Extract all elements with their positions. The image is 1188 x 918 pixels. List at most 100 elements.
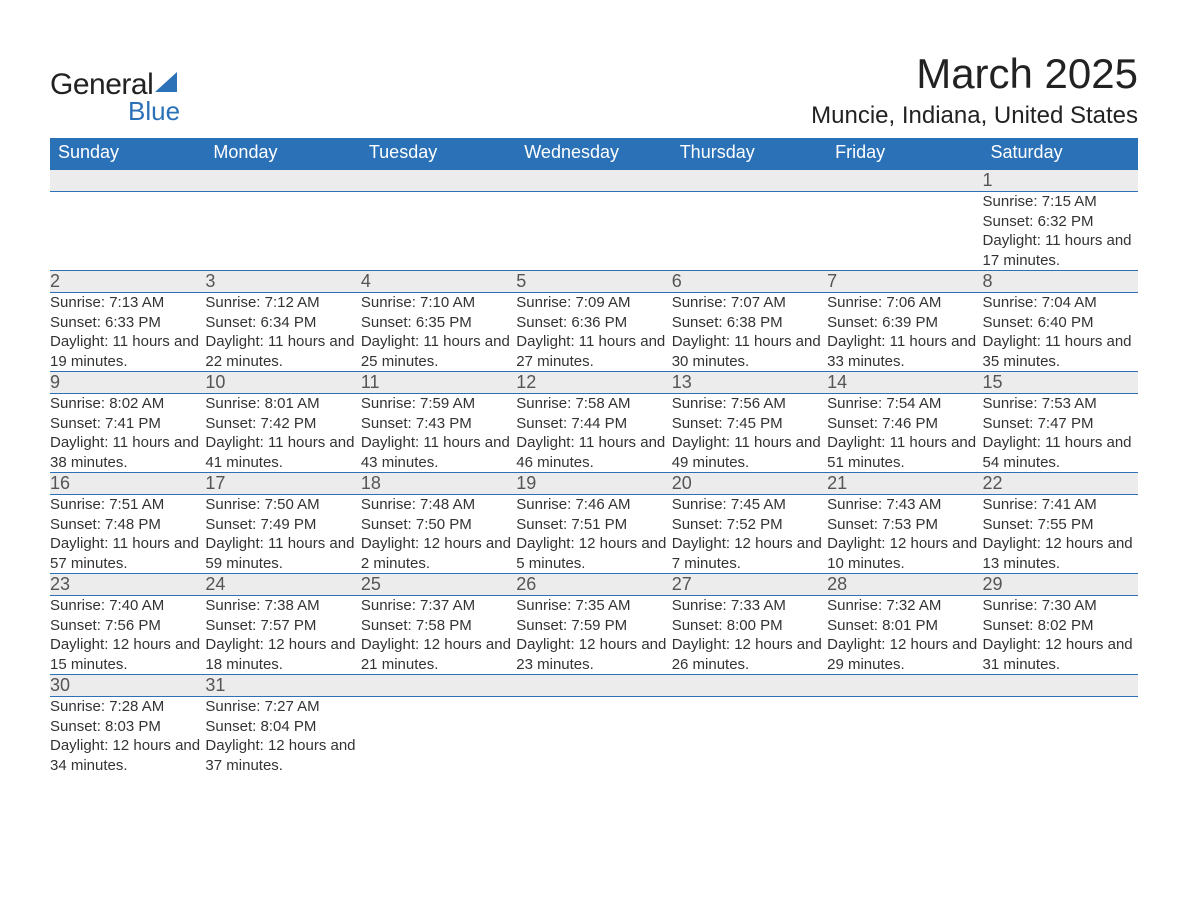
daylight-line: Daylight: 12 hours and 5 minutes. [516, 534, 671, 573]
sunrise-line: Sunrise: 7:45 AM [672, 495, 827, 515]
sunset-line: Sunset: 6:34 PM [205, 313, 360, 333]
daylight-line: Daylight: 12 hours and 10 minutes. [827, 534, 982, 573]
day-number-cell: 21 [827, 473, 982, 495]
sunset-line: Sunset: 6:32 PM [983, 212, 1138, 232]
day-number: 18 [361, 473, 381, 493]
day-detail-cell: Sunrise: 7:30 AMSunset: 8:02 PMDaylight:… [983, 596, 1138, 675]
daylight-line: Daylight: 11 hours and 19 minutes. [50, 332, 205, 371]
weekday-header: Tuesday [361, 138, 516, 170]
sunset-value: 7:45 PM [727, 415, 783, 432]
day-number-cell: 7 [827, 271, 982, 293]
title-block: March 2025 Muncie, Indiana, United State… [811, 50, 1138, 130]
day-detail-cell: Sunrise: 7:50 AMSunset: 7:49 PMDaylight:… [205, 495, 360, 574]
daylight-line: Daylight: 12 hours and 31 minutes. [983, 635, 1138, 674]
sunset-line: Sunset: 7:47 PM [983, 414, 1138, 434]
sunrise-value: 7:43 AM [886, 496, 941, 513]
sunset-value: 6:35 PM [416, 314, 472, 331]
sunrise-line: Sunrise: 8:01 AM [205, 394, 360, 414]
day-number: 2 [50, 271, 60, 291]
sunset-line: Sunset: 7:57 PM [205, 616, 360, 636]
sunset-line: Sunset: 6:36 PM [516, 313, 671, 333]
daylight-line: Daylight: 12 hours and 37 minutes. [205, 736, 360, 775]
sunset-value: 7:46 PM [882, 415, 938, 432]
sunset-line: Sunset: 7:55 PM [983, 515, 1138, 535]
daylight-line: Daylight: 11 hours and 49 minutes. [672, 433, 827, 472]
day-number: 30 [50, 675, 70, 695]
sunrise-line: Sunrise: 7:27 AM [205, 697, 360, 717]
day-detail-cell: Sunrise: 7:13 AMSunset: 6:33 PMDaylight:… [50, 293, 205, 372]
day-number-cell: 20 [672, 473, 827, 495]
sunset-line: Sunset: 7:42 PM [205, 414, 360, 434]
day-number-cell [516, 170, 671, 192]
weekday-header: Wednesday [516, 138, 671, 170]
sunset-value: 6:33 PM [105, 314, 161, 331]
weekday-header: Sunday [50, 138, 205, 170]
sunrise-line: Sunrise: 7:41 AM [983, 495, 1138, 515]
weekday-header: Friday [827, 138, 982, 170]
sunrise-value: 7:37 AM [420, 597, 475, 614]
day-number: 31 [205, 675, 225, 695]
sunset-line: Sunset: 8:03 PM [50, 717, 205, 737]
day-number: 26 [516, 574, 536, 594]
day-detail-cell [672, 697, 827, 776]
sunrise-value: 7:32 AM [886, 597, 941, 614]
sunrise-value: 8:02 AM [109, 395, 164, 412]
day-number: 4 [361, 271, 371, 291]
day-detail-cell: Sunrise: 7:04 AMSunset: 6:40 PMDaylight:… [983, 293, 1138, 372]
sunset-value: 7:55 PM [1038, 516, 1094, 533]
sunset-value: 6:39 PM [882, 314, 938, 331]
sunset-value: 6:32 PM [1038, 213, 1094, 230]
daylight-line: Daylight: 12 hours and 29 minutes. [827, 635, 982, 674]
sunset-line: Sunset: 6:40 PM [983, 313, 1138, 333]
day-number-cell: 25 [361, 574, 516, 596]
sunset-value: 6:40 PM [1038, 314, 1094, 331]
daylight-line: Daylight: 11 hours and 51 minutes. [827, 433, 982, 472]
day-number: 27 [672, 574, 692, 594]
day-number-cell: 3 [205, 271, 360, 293]
sunrise-value: 7:54 AM [886, 395, 941, 412]
sunrise-line: Sunrise: 7:13 AM [50, 293, 205, 313]
sunrise-value: 7:58 AM [575, 395, 630, 412]
sunset-line: Sunset: 7:56 PM [50, 616, 205, 636]
day-number-cell: 4 [361, 271, 516, 293]
sunrise-line: Sunrise: 7:43 AM [827, 495, 982, 515]
daylight-line: Daylight: 12 hours and 7 minutes. [672, 534, 827, 573]
sunrise-line: Sunrise: 7:51 AM [50, 495, 205, 515]
daylight-line: Daylight: 11 hours and 43 minutes. [361, 433, 516, 472]
daylight-line: Daylight: 11 hours and 57 minutes. [50, 534, 205, 573]
day-number-cell: 28 [827, 574, 982, 596]
sunrise-line: Sunrise: 7:30 AM [983, 596, 1138, 616]
sunrise-line: Sunrise: 8:02 AM [50, 394, 205, 414]
sunrise-line: Sunrise: 7:48 AM [361, 495, 516, 515]
daylight-line: Daylight: 11 hours and 33 minutes. [827, 332, 982, 371]
day-number: 8 [983, 271, 993, 291]
sunset-line: Sunset: 6:39 PM [827, 313, 982, 333]
sunset-line: Sunset: 6:33 PM [50, 313, 205, 333]
day-number: 9 [50, 372, 60, 392]
day-detail-cell: Sunrise: 7:41 AMSunset: 7:55 PMDaylight:… [983, 495, 1138, 574]
day-detail-cell: Sunrise: 7:46 AMSunset: 7:51 PMDaylight:… [516, 495, 671, 574]
sunrise-line: Sunrise: 7:59 AM [361, 394, 516, 414]
sunset-line: Sunset: 7:44 PM [516, 414, 671, 434]
sunset-value: 7:49 PM [260, 516, 316, 533]
sunset-line: Sunset: 7:50 PM [361, 515, 516, 535]
daylight-line: Daylight: 12 hours and 34 minutes. [50, 736, 205, 775]
sunrise-line: Sunrise: 7:32 AM [827, 596, 982, 616]
day-number-cell: 24 [205, 574, 360, 596]
sunset-line: Sunset: 7:53 PM [827, 515, 982, 535]
sunrise-line: Sunrise: 7:04 AM [983, 293, 1138, 313]
sunrise-line: Sunrise: 7:33 AM [672, 596, 827, 616]
sail-icon [155, 70, 185, 99]
sunset-line: Sunset: 8:01 PM [827, 616, 982, 636]
day-number-cell [50, 170, 205, 192]
day-number: 12 [516, 372, 536, 392]
day-detail-cell [516, 697, 671, 776]
sunrise-value: 7:15 AM [1042, 193, 1097, 210]
daylight-line: Daylight: 11 hours and 38 minutes. [50, 433, 205, 472]
day-number: 13 [672, 372, 692, 392]
day-number-cell: 8 [983, 271, 1138, 293]
day-number: 17 [205, 473, 225, 493]
sunset-value: 6:38 PM [727, 314, 783, 331]
daylight-line: Daylight: 12 hours and 21 minutes. [361, 635, 516, 674]
day-detail-cell: Sunrise: 7:56 AMSunset: 7:45 PMDaylight:… [672, 394, 827, 473]
